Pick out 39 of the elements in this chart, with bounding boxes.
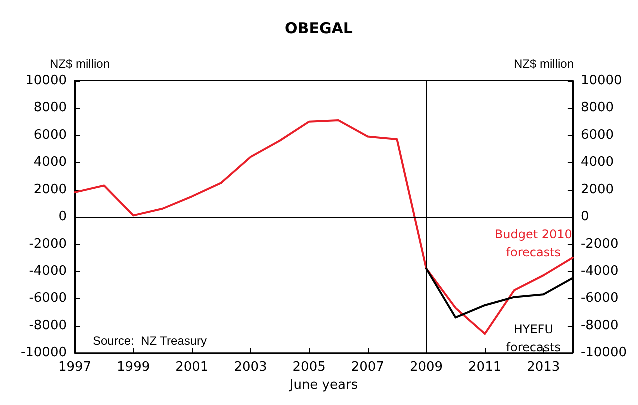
y-tick-label: 4000 bbox=[34, 155, 67, 170]
line-series bbox=[74, 119, 574, 336]
y2-tick-label: -10000 bbox=[580, 346, 627, 361]
y2-tick-label: 4000 bbox=[580, 155, 614, 170]
y2-tick-label: 0 bbox=[580, 210, 590, 225]
x-tick-label: 2005 bbox=[292, 360, 326, 376]
x-axis-title: June years bbox=[288, 378, 358, 393]
x-tick-label: 2009 bbox=[410, 360, 444, 376]
y-tick-label: -8000 bbox=[29, 318, 67, 334]
x-tick-label: 1997 bbox=[58, 360, 92, 376]
x-tick-label: 2007 bbox=[351, 360, 384, 376]
y-tick-label: -4000 bbox=[29, 264, 67, 279]
y-tick-label: -2000 bbox=[29, 236, 67, 252]
x-tick-label: 1999 bbox=[117, 360, 150, 376]
y-tick-label: -6000 bbox=[29, 291, 67, 306]
y-tick-label: 0 bbox=[58, 210, 67, 225]
y2-axis-title: NZ$ million bbox=[514, 57, 574, 71]
chart-title: OBEGAL bbox=[285, 20, 354, 38]
y-tick-label: -10000 bbox=[20, 346, 67, 361]
y-tick-label: 6000 bbox=[34, 128, 67, 143]
x-tick-label: 2003 bbox=[234, 360, 268, 376]
series-label: HYEFU forecasts bbox=[506, 322, 562, 355]
y2-tick-label: -2000 bbox=[580, 236, 619, 252]
y2-tick-label: -8000 bbox=[580, 318, 619, 334]
x-tick-label: 2001 bbox=[176, 360, 209, 376]
x-tick-label: 2011 bbox=[468, 360, 502, 376]
y-tick-label: 2000 bbox=[34, 182, 67, 198]
y2-tick-label: -4000 bbox=[580, 264, 619, 279]
y2-tick-label: -6000 bbox=[580, 291, 619, 306]
annotation: Source: NZ Treasury bbox=[93, 334, 208, 348]
y-tick-label: 8000 bbox=[34, 100, 67, 116]
y-tick-label: 10000 bbox=[26, 74, 67, 88]
y2-tick-label: 10000 bbox=[580, 74, 622, 88]
series-label: Budget 2010 forecasts bbox=[494, 228, 572, 260]
x-tick-label: 2013 bbox=[527, 360, 560, 376]
y2-tick-label: 8000 bbox=[580, 100, 614, 116]
y2-tick-label: 6000 bbox=[580, 128, 614, 143]
y2-tick-label: 2000 bbox=[580, 182, 614, 198]
y-axis-title: NZ$ million bbox=[50, 57, 110, 71]
